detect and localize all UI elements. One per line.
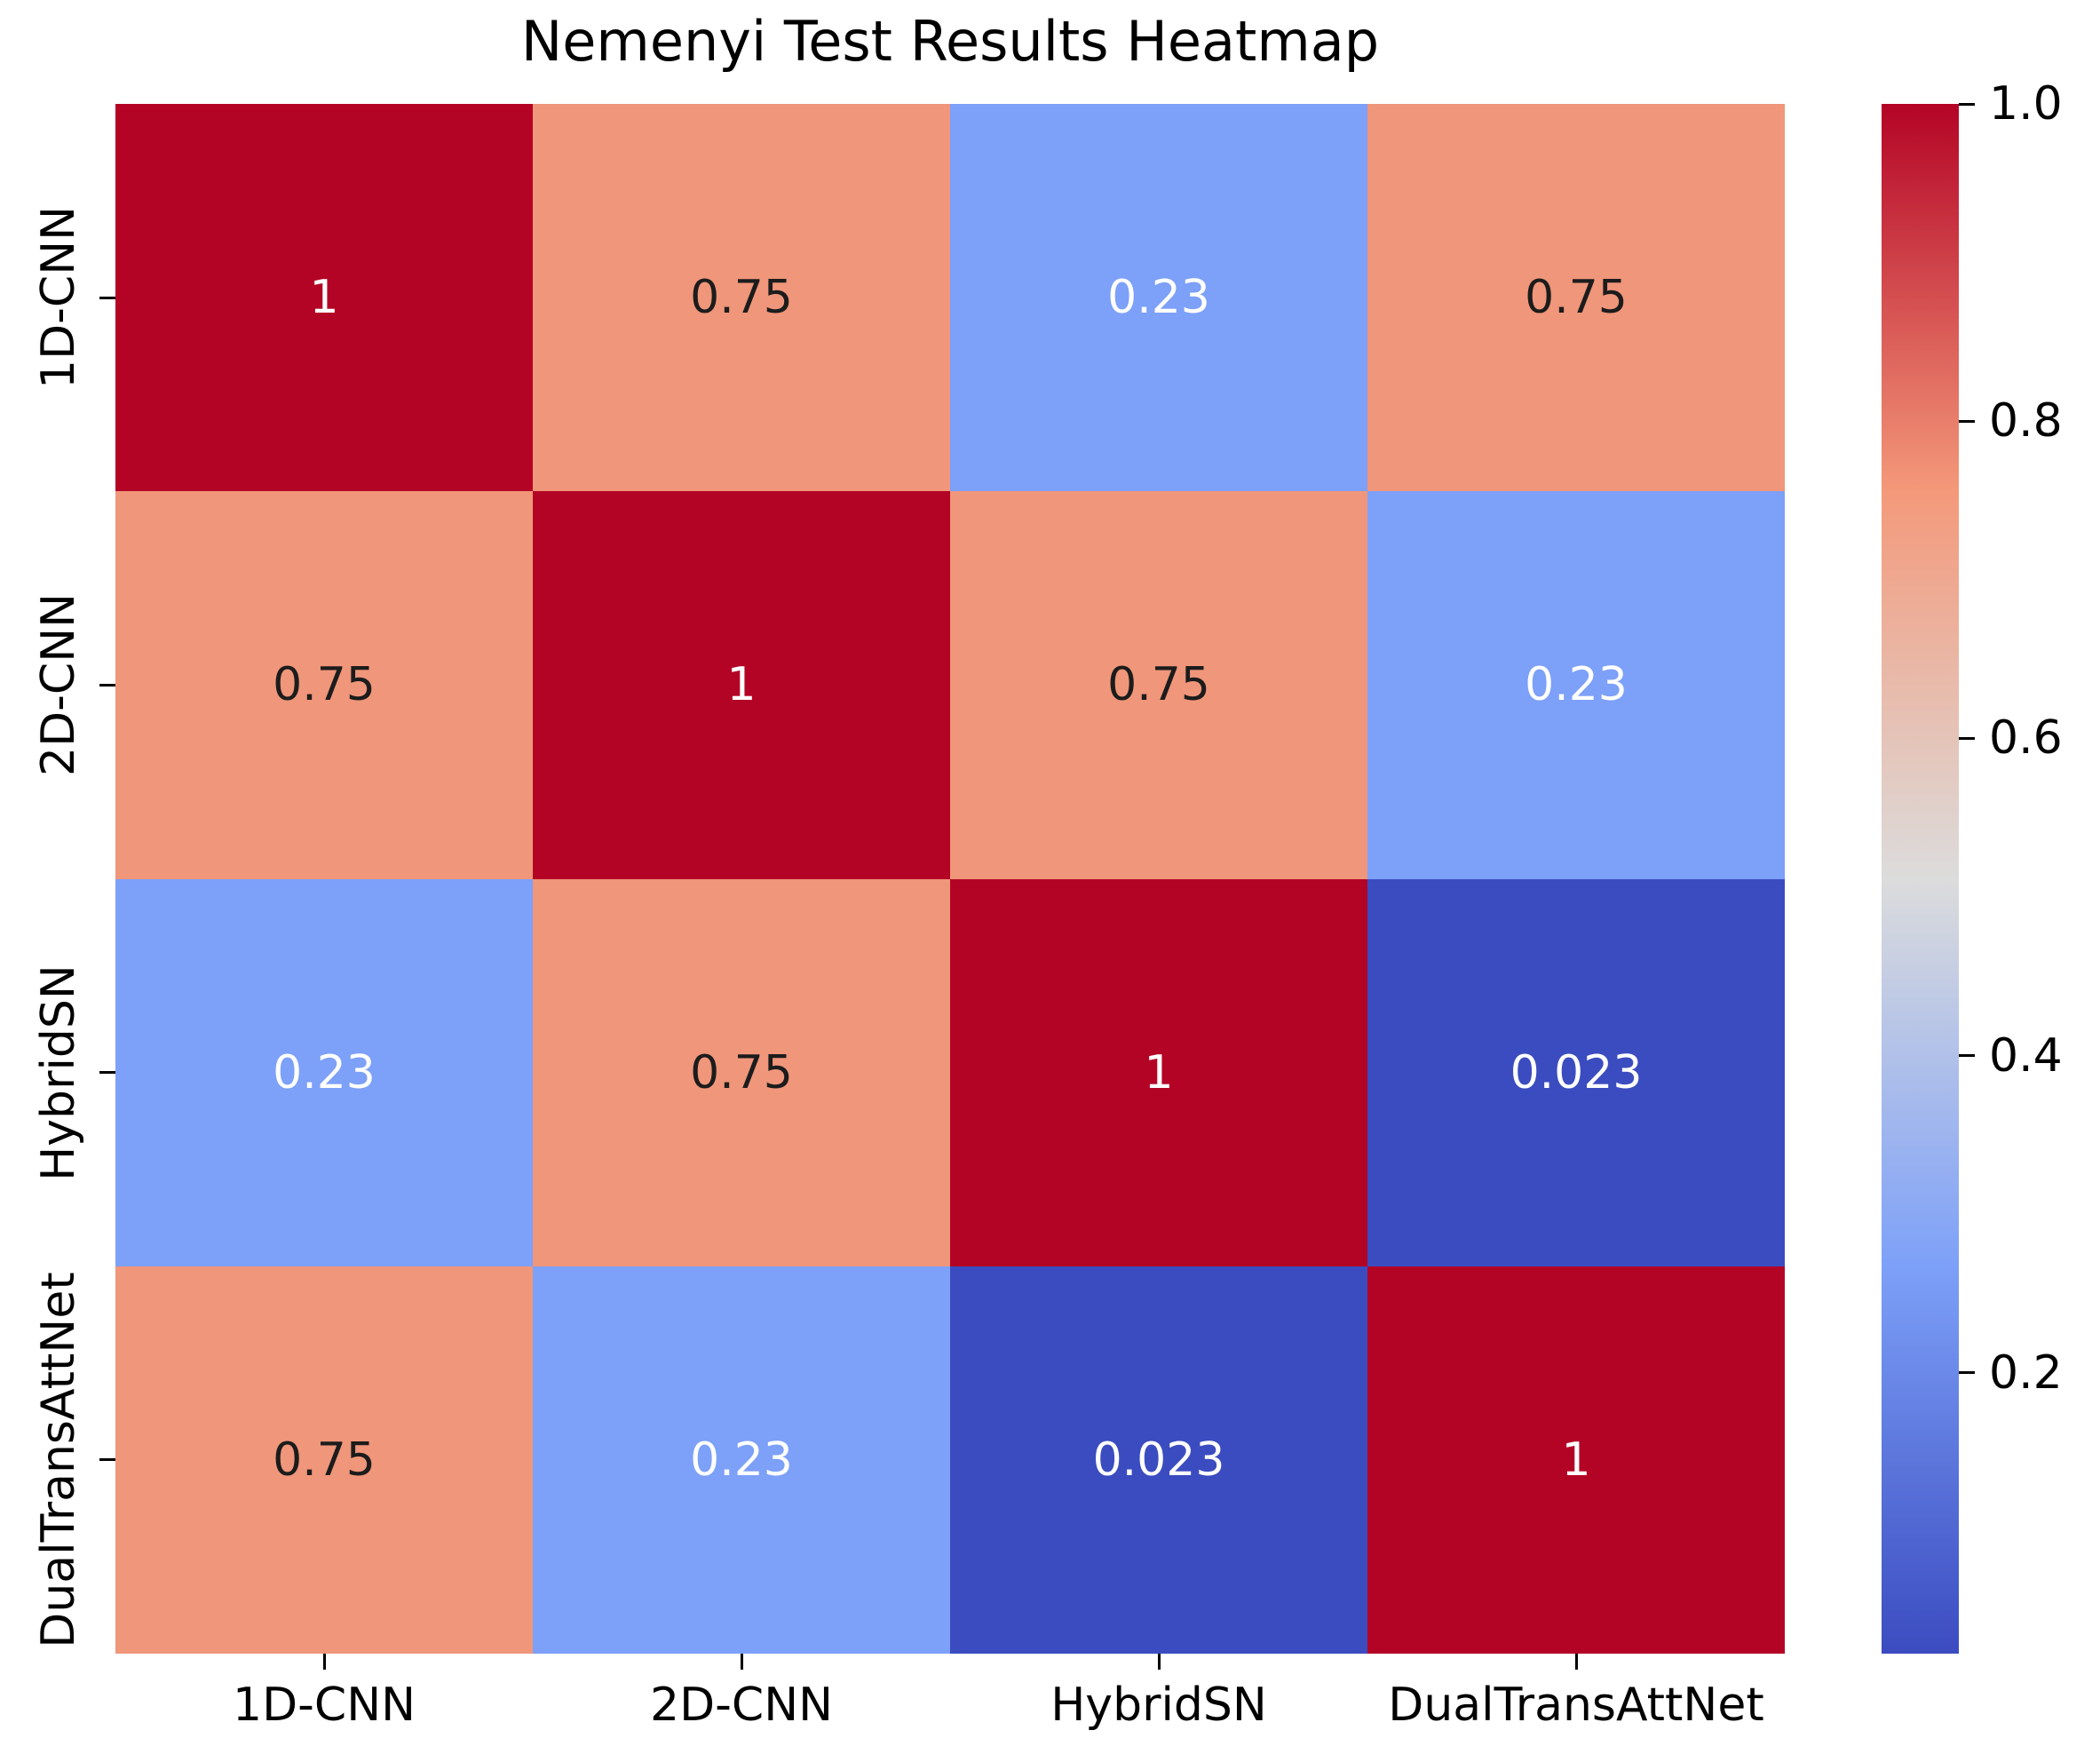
x-axis-label-hybridsn: HybridSN bbox=[1050, 1679, 1267, 1732]
y-axis-label-hybridsn: HybridSN bbox=[32, 964, 85, 1181]
cell-value-label: 0.23 bbox=[1107, 271, 1210, 325]
heatmap-cell-r1c4: 0.75 bbox=[1367, 104, 1785, 492]
heatmap-cell-r2c2: 1 bbox=[533, 491, 950, 879]
colorbar-tick-mark bbox=[1959, 419, 1975, 423]
heatmap-cell-r3c3: 1 bbox=[950, 878, 1367, 1266]
heatmap-cell-r3c1: 0.23 bbox=[115, 878, 533, 1266]
x-tick-mark bbox=[1574, 1654, 1578, 1670]
y-tick-mark bbox=[99, 296, 115, 299]
heatmap-grid: 1 0.75 0.23 0.75 0.75 1 0.75 0.23 0.23 0.75 1 0.023… bbox=[115, 104, 1785, 1654]
cell-value-label: 0.75 bbox=[1525, 271, 1628, 325]
y-axis-label-1d-cnn: 1D-CNN bbox=[32, 206, 85, 390]
y-tick-mark bbox=[99, 1071, 115, 1075]
cell-value-label: 1 bbox=[309, 271, 339, 325]
y-axis-label-dualtransattnet: DualTransAttNet bbox=[32, 1272, 85, 1648]
y-axis-label-2d-cnn: 2D-CNN bbox=[32, 593, 85, 777]
cell-value-label: 1 bbox=[726, 658, 757, 712]
x-tick-mark bbox=[322, 1654, 326, 1670]
heatmap-cell-r4c3: 0.023 bbox=[950, 1266, 1367, 1654]
x-axis-label-1d-cnn: 1D-CNN bbox=[233, 1679, 416, 1732]
colorbar-tick-label: 1.0 bbox=[1989, 77, 2063, 131]
x-axis-label-2d-cnn: 2D-CNN bbox=[650, 1679, 833, 1732]
cell-value-label: 0.75 bbox=[1107, 658, 1210, 712]
heatmap-cell-r2c1: 0.75 bbox=[115, 491, 533, 879]
cell-value-label: 1 bbox=[1144, 1045, 1174, 1099]
cell-value-label: 0.23 bbox=[1525, 658, 1628, 712]
cell-value-label: 0.23 bbox=[273, 1045, 376, 1099]
x-tick-mark bbox=[1157, 1654, 1161, 1670]
colorbar bbox=[1882, 104, 1959, 1654]
x-tick-mark bbox=[740, 1654, 743, 1670]
heatmap-cell-r1c1: 1 bbox=[115, 104, 533, 492]
heatmap-cell-r1c2: 0.75 bbox=[533, 104, 950, 492]
heatmap-cell-r3c2: 0.75 bbox=[533, 878, 950, 1266]
colorbar-tick-label: 0.2 bbox=[1989, 1345, 2063, 1400]
cell-value-label: 1 bbox=[1561, 1433, 1591, 1487]
cell-value-label: 0.75 bbox=[690, 271, 793, 325]
colorbar-tick-mark bbox=[1959, 736, 1975, 740]
colorbar-tick-mark bbox=[1959, 1371, 1975, 1375]
colorbar-tick-mark bbox=[1959, 1054, 1975, 1058]
cell-value-label: 0.23 bbox=[690, 1433, 793, 1487]
heatmap-cell-r2c4: 0.23 bbox=[1367, 491, 1785, 879]
colorbar-tick-label: 0.4 bbox=[1989, 1028, 2063, 1083]
cell-value-label: 0.023 bbox=[1092, 1433, 1225, 1487]
heatmap-cell-r4c4: 1 bbox=[1367, 1266, 1785, 1654]
heatmap-cell-r2c3: 0.75 bbox=[950, 491, 1367, 879]
y-tick-mark bbox=[99, 683, 115, 687]
heatmap-cell-r4c1: 0.75 bbox=[115, 1266, 533, 1654]
cell-value-label: 0.75 bbox=[690, 1045, 793, 1099]
chart-title: Nemenyi Test Results Heatmap bbox=[520, 9, 1380, 74]
heatmap-cell-r3c4: 0.023 bbox=[1367, 878, 1785, 1266]
y-tick-mark bbox=[99, 1458, 115, 1462]
colorbar-tick-mark bbox=[1959, 102, 1975, 106]
colorbar-tick-label: 0.8 bbox=[1989, 394, 2063, 448]
heatmap-cell-r1c3: 0.23 bbox=[950, 104, 1367, 492]
cell-value-label: 0.75 bbox=[273, 658, 376, 712]
x-axis-label-dualtransattnet: DualTransAttNet bbox=[1388, 1679, 1764, 1732]
colorbar-tick-label: 0.6 bbox=[1989, 711, 2063, 766]
cell-value-label: 0.023 bbox=[1510, 1045, 1643, 1099]
heatmap-cell-r4c2: 0.23 bbox=[533, 1266, 950, 1654]
cell-value-label: 0.75 bbox=[273, 1433, 376, 1487]
